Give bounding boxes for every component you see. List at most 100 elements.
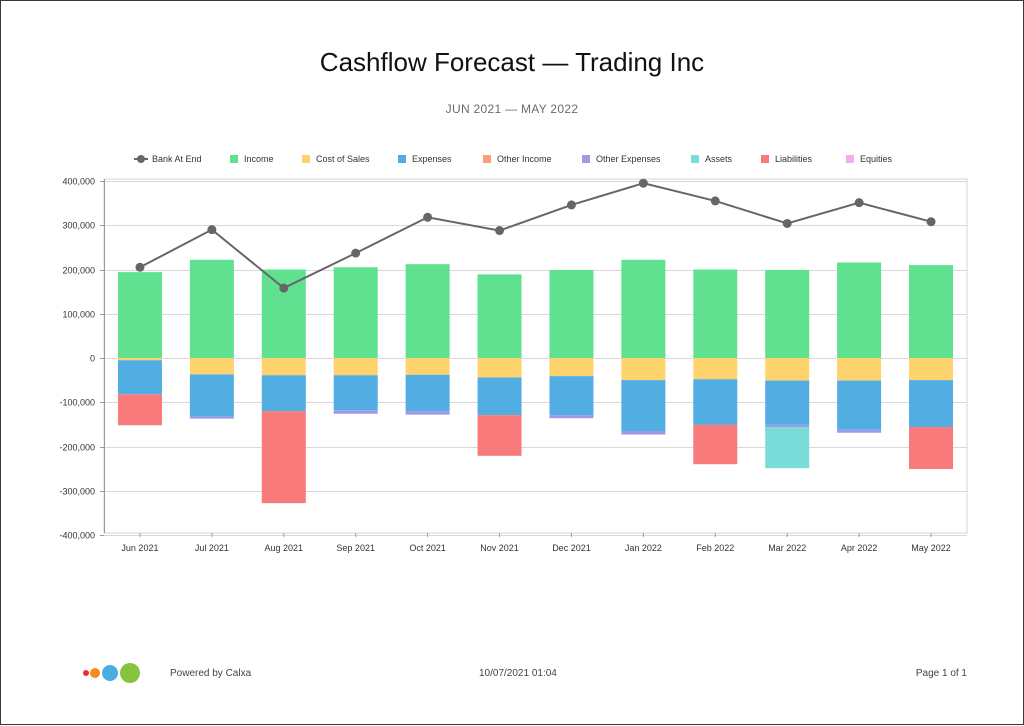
page-number: Page 1 of 1 — [915, 668, 967, 679]
bar-cost-of-sales — [621, 358, 666, 381]
x-tick-label: Jul 2021 — [195, 543, 229, 553]
bar-income — [693, 269, 738, 358]
bar-cost-of-sales — [261, 358, 306, 376]
chart-subtitle: JUN 2021 — MAY 2022 — [445, 102, 579, 116]
bar-cost-of-sales — [765, 358, 810, 381]
legend-label: Equities — [860, 154, 893, 164]
x-tick-label: Nov 2021 — [480, 543, 519, 553]
y-tick-label: 0 — [90, 354, 95, 364]
bar-expenses — [909, 380, 954, 428]
bar-income — [405, 264, 450, 358]
x-tick-label: Jan 2022 — [625, 543, 662, 553]
bar-expenses — [261, 375, 306, 412]
x-tick-label: Apr 2022 — [841, 543, 878, 553]
bar-assets — [765, 427, 810, 469]
bar-income — [333, 267, 378, 358]
bar-cost-of-sales — [189, 358, 234, 375]
legend-label: Other Income — [497, 154, 552, 164]
y-tick-label: 200,000 — [62, 266, 95, 276]
x-tick-label: Oct 2021 — [409, 543, 446, 553]
bar-expenses — [405, 374, 450, 412]
bar-expenses — [477, 377, 522, 416]
legend-label: Expenses — [412, 154, 452, 164]
bar-other-expenses — [549, 415, 594, 419]
bank-at-end-point — [566, 200, 576, 210]
legend-label: Bank At End — [152, 154, 202, 164]
y-tick-label: -300,000 — [59, 487, 95, 497]
bar-expenses — [189, 374, 234, 417]
legend-swatch — [691, 155, 699, 163]
bank-at-end-point — [638, 178, 648, 188]
bar-other-expenses — [189, 416, 234, 419]
logo-dot-blue — [102, 665, 118, 681]
powered-by-text: Powered by Calxa — [170, 668, 252, 679]
y-tick-label: 100,000 — [62, 310, 95, 320]
bar-expenses — [765, 380, 810, 425]
legend-item-other-income: Other Income — [483, 152, 552, 166]
bank-at-end-point — [279, 283, 289, 293]
legend-label: Income — [244, 154, 274, 164]
bar-income — [477, 274, 522, 358]
bar-cost-of-sales — [549, 358, 594, 377]
x-tick-label: Aug 2021 — [265, 543, 304, 553]
bank-at-end-point — [207, 225, 217, 235]
bar-income — [837, 262, 882, 358]
bar-cost-of-sales — [333, 358, 378, 376]
bar-cost-of-sales — [117, 358, 162, 361]
bar-income — [549, 269, 594, 358]
y-tick-label: -400,000 — [59, 531, 95, 541]
legend-item-assets: Assets — [691, 152, 732, 166]
y-tick-label: -100,000 — [59, 398, 95, 408]
logo-dot-orange — [90, 668, 100, 678]
bar-liabilities — [477, 415, 522, 456]
bar-income — [621, 259, 666, 358]
bar-liabilities — [909, 427, 954, 470]
legend-swatch — [761, 155, 769, 163]
bar-expenses — [693, 379, 738, 425]
legend-item-expenses: Expenses — [398, 152, 452, 166]
chart-legend: Bank At End Income Cost of Sales Expenses Ot… — [1, 152, 1024, 166]
bar-income — [189, 259, 234, 358]
bar-cost-of-sales — [477, 358, 522, 378]
legend-swatch — [582, 155, 590, 163]
bar-expenses — [117, 360, 162, 395]
x-tick-label: Jun 2021 — [121, 543, 158, 553]
legend-swatch — [398, 155, 406, 163]
bank-at-end-point — [854, 198, 864, 208]
legend-item-liabilities: Liabilities — [761, 152, 812, 166]
legend-label: Liabilities — [775, 154, 813, 164]
legend-label: Cost of Sales — [316, 154, 370, 164]
bar-income — [909, 265, 954, 358]
legend-item-income: Income — [230, 152, 274, 166]
bar-liabilities — [261, 411, 306, 504]
bank-at-end-point — [926, 217, 936, 227]
bar-other-expenses — [837, 429, 882, 433]
x-tick-label: Sep 2021 — [336, 543, 375, 553]
logo-dot-green — [120, 663, 140, 683]
bar-cost-of-sales — [837, 358, 882, 381]
bar-cost-of-sales — [693, 358, 738, 380]
legend-swatch — [302, 155, 310, 163]
bar-expenses — [333, 375, 378, 411]
legend-swatch — [230, 155, 238, 163]
bar-expenses — [837, 380, 882, 430]
report-timestamp: 10/07/2021 01:04 — [479, 668, 557, 679]
legend-label: Other Expenses — [596, 154, 661, 164]
legend-swatch — [134, 155, 148, 163]
bank-at-end-point — [135, 262, 145, 272]
bar-cost-of-sales — [909, 358, 954, 381]
x-tick-label: Feb 2022 — [696, 543, 734, 553]
logo-dot-red — [83, 670, 89, 676]
bar-cost-of-sales — [405, 358, 450, 375]
legend-item-cost-of-sales: Cost of Sales — [302, 152, 370, 166]
bank-at-end-point — [782, 218, 792, 228]
y-tick-label: -200,000 — [59, 443, 95, 453]
y-tick-label: 300,000 — [62, 221, 95, 231]
x-tick-label: May 2022 — [911, 543, 951, 553]
bar-expenses — [621, 380, 666, 432]
bar-liabilities — [693, 424, 738, 465]
chart-title: Cashflow Forecast — Trading Inc — [319, 47, 705, 77]
legend-swatch — [846, 155, 854, 163]
